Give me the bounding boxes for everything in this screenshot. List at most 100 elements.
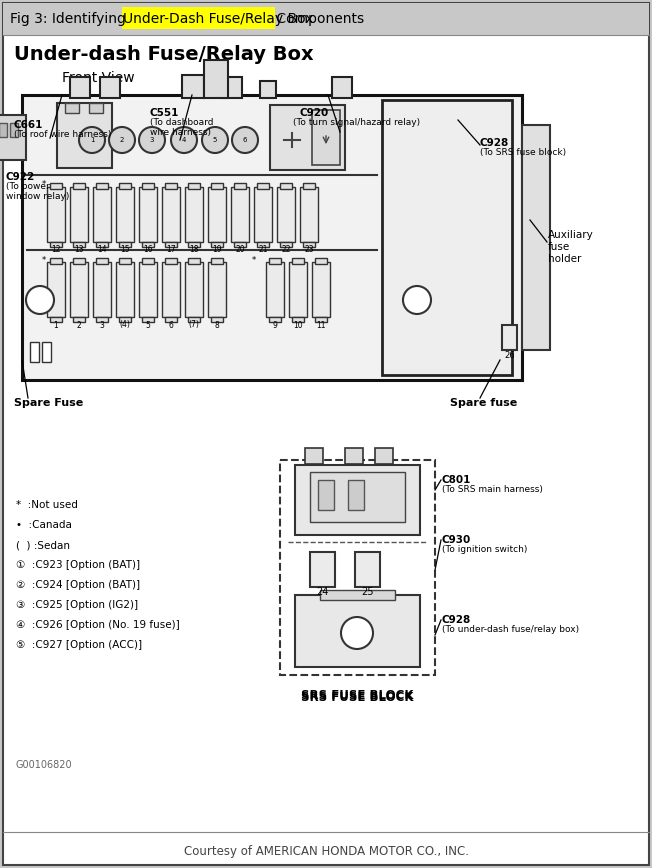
Bar xyxy=(142,258,154,264)
Bar xyxy=(332,77,352,98)
Text: C928: C928 xyxy=(480,138,509,148)
Bar xyxy=(65,103,79,113)
Bar xyxy=(119,317,131,322)
Text: 16: 16 xyxy=(143,246,153,254)
Text: 3: 3 xyxy=(100,320,104,330)
Text: 1: 1 xyxy=(90,137,95,143)
Bar xyxy=(142,183,154,189)
Circle shape xyxy=(202,127,228,153)
Bar xyxy=(348,480,364,510)
Bar xyxy=(188,242,200,247)
Text: 2: 2 xyxy=(77,320,82,330)
Text: (To turn signal/hazard relay): (To turn signal/hazard relay) xyxy=(293,118,420,127)
Bar xyxy=(292,258,304,264)
Circle shape xyxy=(341,617,373,649)
Bar xyxy=(292,317,304,322)
Text: C928: C928 xyxy=(442,615,471,625)
Text: 5: 5 xyxy=(145,320,151,330)
Text: C551: C551 xyxy=(150,108,179,118)
Bar xyxy=(312,110,340,165)
Text: 20: 20 xyxy=(235,246,244,254)
Bar xyxy=(254,187,272,242)
Text: ④  :C926 [Option (No. 19 fuse)]: ④ :C926 [Option (No. 19 fuse)] xyxy=(16,620,180,630)
Bar xyxy=(266,262,284,317)
Text: (To SRS fuse block): (To SRS fuse block) xyxy=(480,148,566,157)
Text: Under-Dash Fuse/Relay Box: Under-Dash Fuse/Relay Box xyxy=(123,12,314,26)
Circle shape xyxy=(139,127,165,153)
Bar xyxy=(162,262,180,317)
Text: SRS FUSE BLOCK: SRS FUSE BLOCK xyxy=(301,691,413,704)
Text: 22: 22 xyxy=(281,246,291,254)
Bar xyxy=(119,242,131,247)
Bar xyxy=(188,317,200,322)
Bar xyxy=(96,242,108,247)
Bar xyxy=(22,95,522,380)
Bar xyxy=(355,552,380,587)
Text: 12: 12 xyxy=(52,246,61,254)
Bar xyxy=(50,242,62,247)
Bar xyxy=(522,125,550,350)
Bar xyxy=(305,448,323,464)
Text: Fig 3: Identifying: Fig 3: Identifying xyxy=(10,12,130,26)
Text: C661: C661 xyxy=(14,120,44,130)
Text: *: * xyxy=(252,255,256,265)
Bar xyxy=(208,262,226,317)
Bar xyxy=(119,258,131,264)
Bar xyxy=(204,60,228,98)
Text: G00106820: G00106820 xyxy=(16,760,72,770)
Text: 21: 21 xyxy=(258,246,268,254)
Text: Courtesy of AMERICAN HONDA MOTOR CO., INC.: Courtesy of AMERICAN HONDA MOTOR CO., IN… xyxy=(183,845,469,858)
Bar xyxy=(211,242,223,247)
Text: C922: C922 xyxy=(6,172,35,182)
Bar xyxy=(122,7,274,29)
Text: (4): (4) xyxy=(119,320,130,330)
Text: *: * xyxy=(42,181,46,189)
Text: 25: 25 xyxy=(361,587,374,597)
Bar xyxy=(222,77,242,98)
Text: Auxiliary: Auxiliary xyxy=(548,230,594,240)
Bar xyxy=(50,183,62,189)
Bar xyxy=(100,77,120,98)
Bar xyxy=(50,317,62,322)
Bar xyxy=(502,325,517,350)
Bar xyxy=(10,123,18,137)
Text: 6: 6 xyxy=(243,137,247,143)
Circle shape xyxy=(26,286,54,314)
Text: Front View: Front View xyxy=(62,71,134,85)
Text: ③  :C925 [Option (IG2)]: ③ :C925 [Option (IG2)] xyxy=(16,600,138,610)
Circle shape xyxy=(79,127,105,153)
Text: *  :Not used: * :Not used xyxy=(16,500,78,510)
Bar xyxy=(73,183,85,189)
Bar xyxy=(182,75,204,98)
Text: wire harness): wire harness) xyxy=(150,128,211,137)
Text: C801: C801 xyxy=(442,475,471,485)
Bar xyxy=(70,187,88,242)
Text: (  ) :Sedan: ( ) :Sedan xyxy=(16,540,70,550)
Bar xyxy=(50,258,62,264)
Bar xyxy=(0,115,26,160)
Text: 11: 11 xyxy=(316,320,326,330)
Bar xyxy=(257,183,269,189)
Bar xyxy=(139,187,157,242)
Bar xyxy=(295,595,420,667)
Text: Under-dash Fuse/Relay Box: Under-dash Fuse/Relay Box xyxy=(14,45,314,64)
Text: (To power: (To power xyxy=(6,182,50,191)
Bar xyxy=(165,258,177,264)
Text: SRS FUSE BLOCK: SRS FUSE BLOCK xyxy=(301,689,413,702)
Bar xyxy=(96,183,108,189)
Bar xyxy=(231,187,249,242)
Bar xyxy=(188,183,200,189)
Text: Components: Components xyxy=(272,12,364,26)
Text: C930: C930 xyxy=(442,535,471,545)
Bar xyxy=(96,317,108,322)
Bar xyxy=(142,317,154,322)
Bar xyxy=(303,183,315,189)
Bar xyxy=(310,472,405,522)
Bar xyxy=(89,103,103,113)
Bar xyxy=(303,242,315,247)
Text: •  :Canada: • :Canada xyxy=(16,520,72,530)
Text: 2: 2 xyxy=(120,137,124,143)
Text: 17: 17 xyxy=(166,246,176,254)
Bar xyxy=(300,187,318,242)
Text: 18: 18 xyxy=(189,246,199,254)
